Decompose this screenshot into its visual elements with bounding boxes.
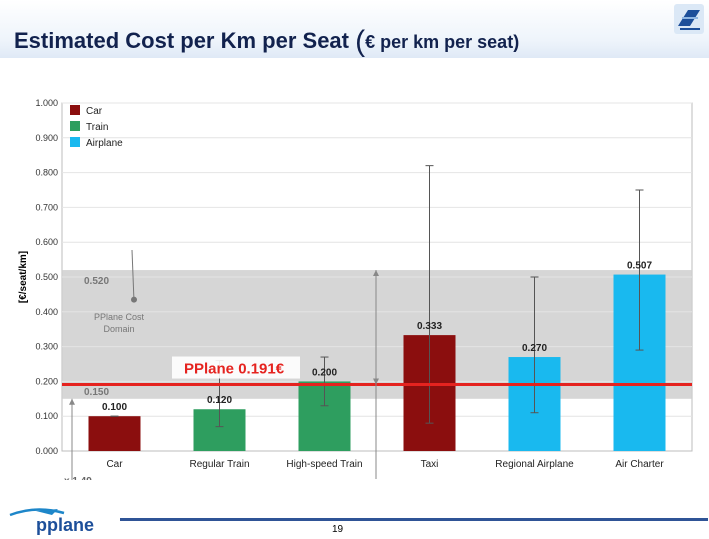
- ratio-car-arrowhead: [69, 398, 75, 405]
- band-label: Domain: [103, 324, 134, 334]
- title-paren: (: [355, 25, 366, 58]
- x-tick-label: Car: [106, 459, 123, 470]
- ratio-hst-arrowhead: [373, 270, 379, 277]
- x-tick-label: Regular Train: [189, 459, 249, 470]
- y-tick-label: 0.600: [35, 237, 58, 247]
- legend-swatch-airplane: [70, 137, 80, 147]
- band-high-label: 0.520: [84, 276, 109, 287]
- band-pointer: [131, 250, 135, 302]
- cost-domain-band: [62, 270, 692, 399]
- data-label: 0.333: [417, 321, 442, 332]
- y-tick-label: 0.000: [35, 446, 58, 456]
- y-tick-label: 0.200: [35, 376, 58, 386]
- y-tick-label: 0.400: [35, 307, 58, 317]
- pplane-label-bg: [172, 356, 300, 379]
- cost-chart: 0.000 0.100 0.200 0.300 0.400 0.500 0.600 0.700…: [14, 95, 694, 491]
- legend-label-car: Car: [86, 106, 103, 117]
- footer-logo-text: pplane: [36, 515, 94, 535]
- pplane-line-label: PPlane 0.191€: [184, 361, 285, 378]
- ratio-hst-arrowhead-low: [373, 378, 379, 385]
- y-tick-label: 0.800: [35, 168, 58, 178]
- data-label: 0.200: [312, 367, 337, 378]
- title-main: Estimated Cost per Km per Seat: [14, 28, 349, 53]
- y-tick-label: 1.000: [35, 98, 58, 108]
- title-sub: € per km per seat): [365, 32, 520, 52]
- bar-car: [88, 416, 141, 451]
- legend-swatch-train: [70, 121, 80, 131]
- y-tick-label: 0.100: [35, 411, 58, 421]
- y-tick-label: 0.500: [35, 272, 58, 282]
- x-tick-label: Regional Airplane: [495, 459, 574, 470]
- footer-divider: [120, 518, 708, 521]
- ratio-car-label: x 1.49: [64, 476, 92, 480]
- data-label: 0.120: [207, 395, 232, 406]
- organization-logo-icon: [674, 4, 704, 34]
- legend-label-train: Train: [86, 122, 108, 133]
- chart-svg: 0.000 0.100 0.200 0.300 0.400 0.500 0.600 0.700…: [18, 98, 693, 491]
- y-tick-label: 0.700: [35, 202, 58, 212]
- data-label: 0.507: [627, 261, 652, 272]
- x-tick-label: Air Charter: [615, 459, 664, 470]
- header-background: [0, 0, 709, 58]
- data-label: 0.270: [522, 343, 547, 354]
- band-pointer-dot: [131, 296, 137, 303]
- band-label: PPlane Cost: [94, 312, 145, 322]
- y-tick-label: 0.300: [35, 342, 58, 352]
- legend-label-airplane: Airplane: [86, 138, 123, 149]
- y-axis-label: [€/seat/km]: [18, 251, 29, 303]
- legend-swatch-car: [70, 105, 80, 115]
- x-tick-label: High-speed Train: [286, 459, 362, 470]
- pplane-logo: pplane: [9, 508, 94, 535]
- band-low-label: 0.150: [84, 387, 109, 398]
- data-label: 0.100: [102, 402, 127, 413]
- page-title: Estimated Cost per Km per Seat (€ per km…: [14, 22, 520, 58]
- x-tick-label: Taxi: [421, 459, 439, 470]
- page-number: 19: [332, 524, 344, 535]
- y-tick-label: 0.900: [35, 133, 58, 143]
